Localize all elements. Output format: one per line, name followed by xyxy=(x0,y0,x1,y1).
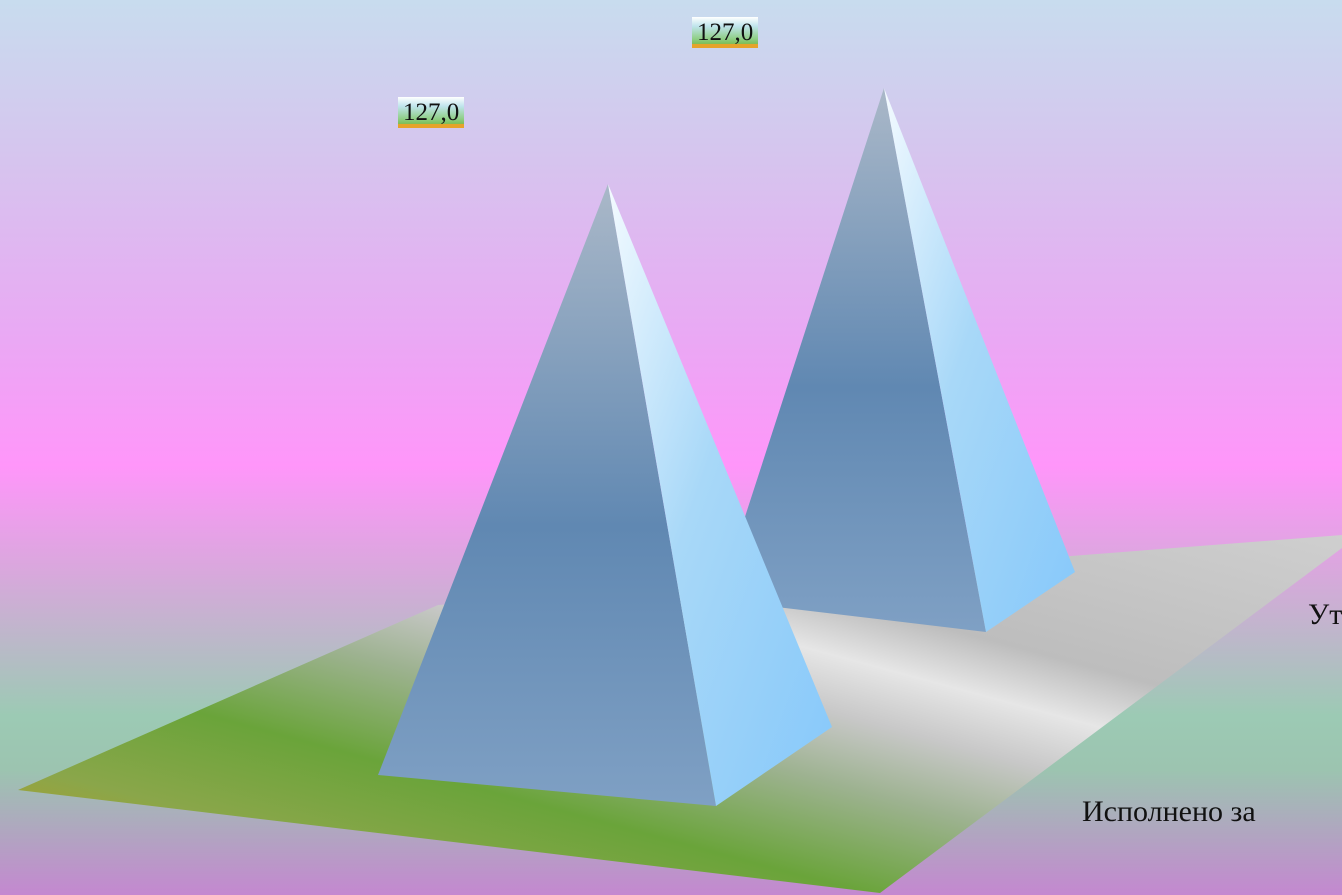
data-label-bar-2: 127,0 xyxy=(692,17,759,48)
pyramid-bar-2-front-face xyxy=(718,88,986,632)
pyramid-bar-1 xyxy=(378,184,832,806)
data-label-bar-1: 127,0 xyxy=(398,97,465,128)
chart-bars xyxy=(378,88,1075,806)
pyramid-bar-1-front-face xyxy=(378,184,716,806)
pyramid-bar-1-side-face xyxy=(608,184,832,806)
partial-label-bottom: Исполнено за xyxy=(1082,795,1256,828)
partial-label-top: Ут xyxy=(1308,598,1342,631)
pyramid-bar-2 xyxy=(718,88,1075,632)
pyramid-bar-2-side-face xyxy=(884,88,1075,632)
